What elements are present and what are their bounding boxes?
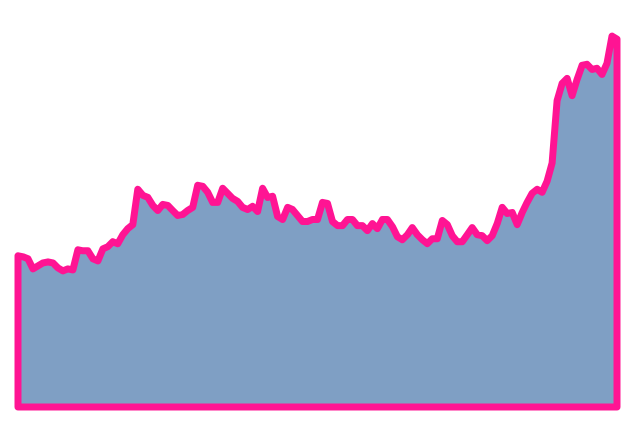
plot-area	[14, 32, 621, 411]
series-line	[14, 32, 621, 411]
